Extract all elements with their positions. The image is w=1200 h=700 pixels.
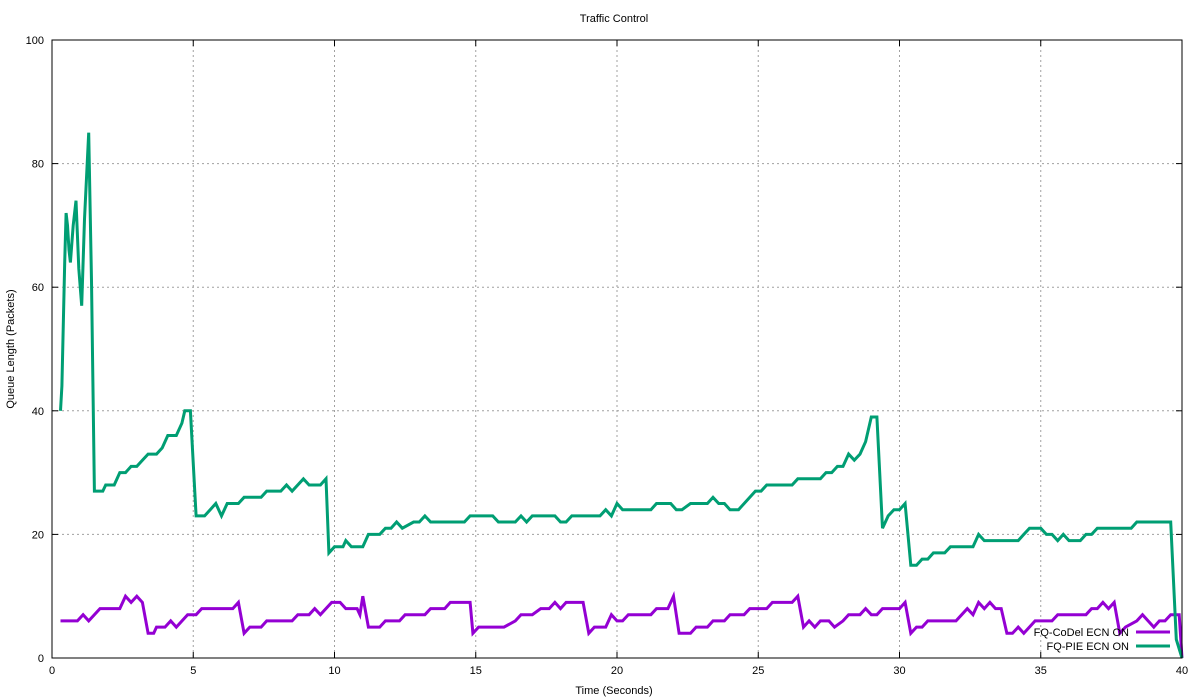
- series-line-fq-codel: [60, 590, 1184, 659]
- y-tick-label: 0: [38, 653, 44, 665]
- y-tick-label: 80: [32, 159, 44, 171]
- x-tick-label: 20: [611, 665, 623, 677]
- x-tick-label: 40: [1176, 665, 1188, 677]
- x-tick-label: 10: [328, 665, 340, 677]
- x-tick-label: 5: [190, 665, 196, 677]
- x-tick-label: 30: [893, 665, 905, 677]
- y-tick-label: 100: [26, 35, 44, 47]
- series-layer: [59, 132, 1184, 659]
- x-tick-label: 25: [752, 665, 764, 677]
- y-axis-label: Queue Length (Packets): [5, 289, 17, 408]
- y-tick-label: 60: [32, 282, 44, 294]
- axis-ticks: 0 5 10 15 20 25 30 35 40 0 20 40 60 80 100: [26, 35, 1188, 677]
- y-tick-label: 20: [32, 529, 44, 541]
- x-axis-label: Time (Seconds): [575, 685, 652, 697]
- legend-label: FQ-CoDel ECN ON: [1034, 627, 1129, 639]
- legend: FQ-CoDel ECN ON FQ-PIE ECN ON: [1034, 627, 1170, 653]
- legend-label: FQ-PIE ECN ON: [1046, 641, 1129, 653]
- series-line-fq-pie: [59, 132, 1184, 659]
- x-tick-label: 0: [49, 665, 55, 677]
- chart-title: Traffic Control: [580, 13, 648, 25]
- y-tick-label: 40: [32, 406, 44, 418]
- x-tick-label: 35: [1035, 665, 1047, 677]
- x-tick-label: 15: [470, 665, 482, 677]
- grid-lines: [52, 40, 1182, 658]
